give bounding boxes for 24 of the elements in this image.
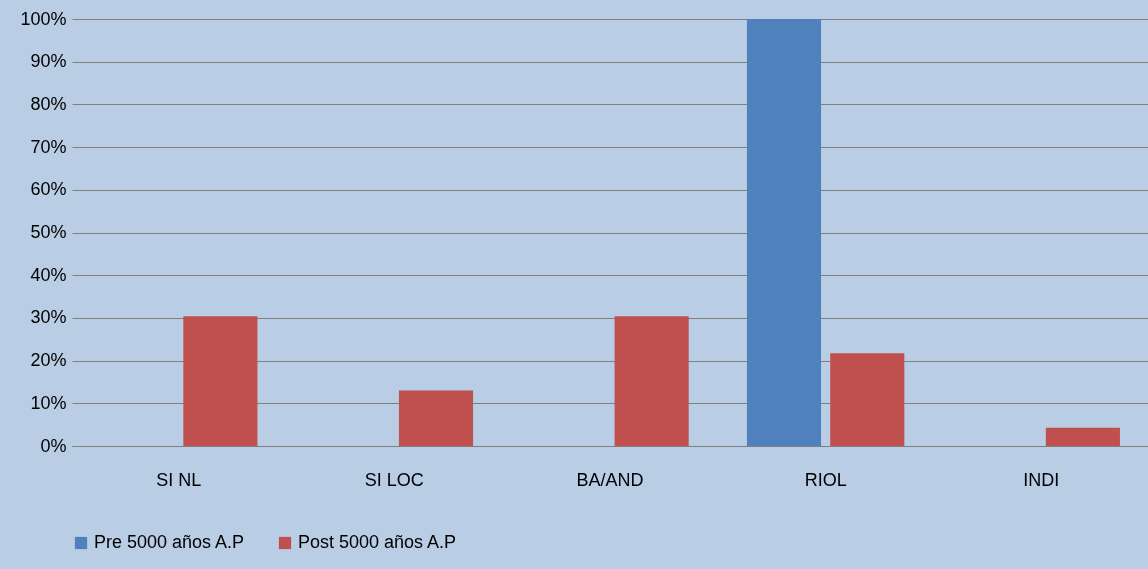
y-tick-label: 50% xyxy=(30,222,67,242)
y-tick-label: 90% xyxy=(30,51,67,72)
y-tick-label: 40% xyxy=(30,264,67,285)
y-tick-label: 60% xyxy=(30,179,67,200)
x-tick-label: SI LOC xyxy=(364,469,424,490)
y-tick-label: 20% xyxy=(30,350,67,371)
x-tick-label: BA/AND xyxy=(576,469,644,490)
y-tick-label: 80% xyxy=(30,93,67,114)
bar xyxy=(614,316,689,446)
y-tick-label: 30% xyxy=(30,307,67,328)
bar xyxy=(830,353,905,446)
y-tick-label: 100% xyxy=(20,8,67,29)
x-tick-label: SI NL xyxy=(156,469,202,490)
x-tick-label: INDI xyxy=(1023,469,1060,490)
bar xyxy=(1045,427,1120,446)
y-tick-label: 70% xyxy=(30,136,67,157)
bar xyxy=(746,19,822,446)
x-tick-label: RIOL xyxy=(804,469,847,490)
legend-label: Post 5000 años A.P xyxy=(298,532,457,552)
y-tick-label: 0% xyxy=(40,435,67,456)
legend-label: Pre 5000 años A.P xyxy=(94,532,245,552)
y-tick-label: 10% xyxy=(30,392,67,413)
bar xyxy=(398,390,474,446)
bar xyxy=(183,316,258,446)
